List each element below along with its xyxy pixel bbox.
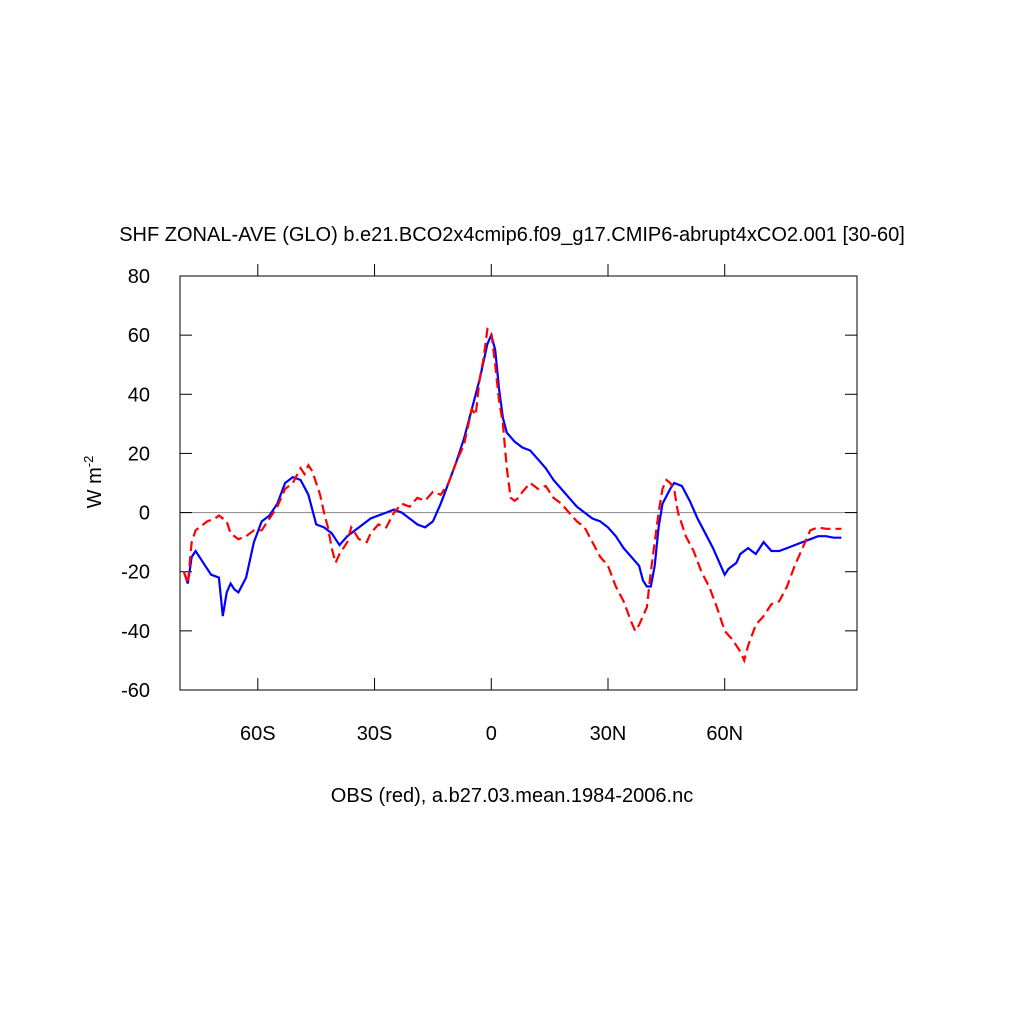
y-tick-label: 80 <box>128 266 150 288</box>
y-tick-label: -40 <box>121 621 150 643</box>
y-tick-label: 60 <box>128 325 150 347</box>
y-tick-label: 40 <box>128 384 150 406</box>
x-tick-label: 60S <box>240 723 276 745</box>
series-line <box>182 327 842 664</box>
y-tick-label: 20 <box>128 443 150 465</box>
y-tick-label: -20 <box>121 562 150 584</box>
y-axis-label-sup: -2 <box>81 456 96 468</box>
x-tick-label: 30S <box>357 723 393 745</box>
series-line <box>182 331 842 617</box>
chart-title: SHF ZONAL-AVE (GLO) b.e21.BCO2x4cmip6.f0… <box>119 224 905 246</box>
x-tick-label: 0 <box>486 723 497 745</box>
y-axis-label-text: W m <box>84 467 106 508</box>
x-axis-label: OBS (red), a.b27.03.mean.1984-2006.nc <box>331 785 693 807</box>
y-tick-label: 0 <box>139 503 150 525</box>
y-tick-label: -60 <box>121 680 150 702</box>
x-tick-label: 30N <box>590 723 627 745</box>
plot-frame <box>179 275 858 691</box>
x-tick-label: 60N <box>706 723 743 745</box>
y-axis-label: W m-2 <box>81 456 106 509</box>
